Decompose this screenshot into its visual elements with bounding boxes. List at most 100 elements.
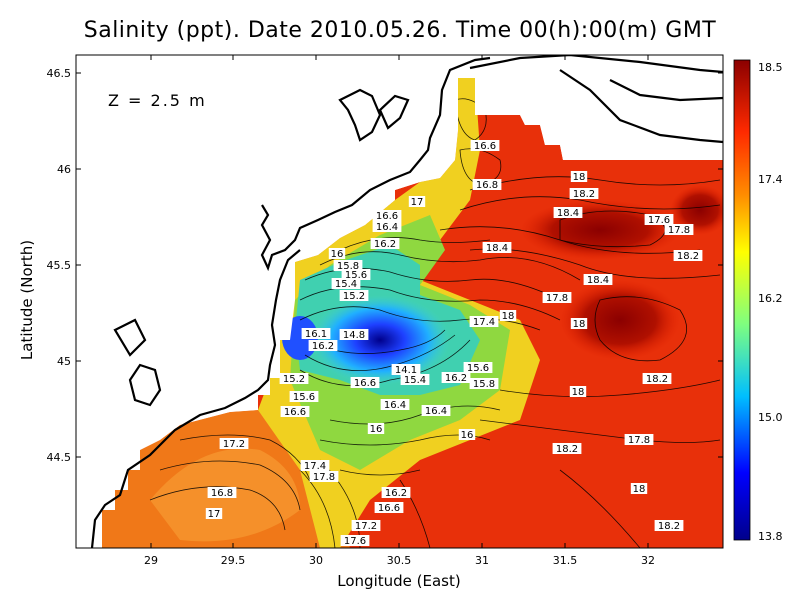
y-tick-label: 46 [57, 163, 71, 176]
contour-value-label: 16.8 [472, 179, 502, 191]
contour-value-label: 15.6 [463, 362, 493, 374]
contour-value-label: 18.2 [552, 443, 582, 455]
colorbar-tick-label: 13.8 [758, 530, 783, 543]
contour-value-label: 18.2 [673, 250, 703, 262]
svg-text:15.8: 15.8 [473, 379, 495, 390]
contour-value-label: 17.8 [624, 434, 654, 446]
x-tick-label: 30 [309, 554, 323, 567]
contour-value-label: 18.2 [569, 188, 599, 200]
svg-text:15.2: 15.2 [283, 374, 305, 385]
contour-value-label: 17 [408, 196, 426, 208]
contour-value-label: 16.6 [350, 377, 380, 389]
contour-value-label: 17.8 [664, 224, 694, 236]
contour-value-label: 16.4 [380, 399, 410, 411]
contour-value-label: 14.8 [339, 329, 369, 341]
svg-text:16.4: 16.4 [384, 400, 406, 411]
svg-text:16.2: 16.2 [445, 373, 467, 384]
contour-value-label: 16 [367, 423, 385, 435]
contour-value-label: 16.2 [370, 238, 400, 250]
contour-value-label: 15.4 [331, 278, 361, 290]
svg-text:18: 18 [572, 387, 585, 398]
contour-value-label: 16.6 [280, 406, 310, 418]
svg-text:15.6: 15.6 [345, 270, 367, 281]
svg-text:15.4: 15.4 [404, 375, 426, 386]
contour-value-label: 18.2 [654, 520, 684, 532]
svg-text:16.6: 16.6 [354, 378, 376, 389]
svg-text:16.6: 16.6 [474, 141, 496, 152]
colorbar [733, 59, 751, 541]
svg-text:14.1: 14.1 [395, 365, 417, 376]
svg-text:15.8: 15.8 [337, 261, 359, 272]
x-tick-label: 32 [641, 554, 655, 567]
salinity-field [76, 55, 723, 548]
svg-text:16: 16 [461, 430, 474, 441]
contour-value-label: 17.2 [219, 438, 249, 450]
svg-text:17.8: 17.8 [668, 225, 690, 236]
svg-text:16.6: 16.6 [376, 211, 398, 222]
svg-text:18.4: 18.4 [587, 275, 609, 286]
contour-value-label: 16 [328, 248, 346, 260]
svg-text:17.4: 17.4 [473, 317, 495, 328]
contour-value-label: 16.8 [207, 487, 237, 499]
svg-text:15.2: 15.2 [343, 291, 365, 302]
contour-value-label: 18.4 [583, 274, 613, 286]
contour-value-label: 15.2 [339, 290, 369, 302]
contour-value-label: 15.8 [469, 378, 499, 390]
contour-value-label: 15.6 [341, 269, 371, 281]
land-area [76, 55, 723, 548]
contour-value-label: 16.4 [421, 405, 451, 417]
contour-value-label: 16.2 [308, 340, 338, 352]
contour-value-label: 18 [630, 483, 648, 495]
contour-value-label: 18.2 [642, 373, 672, 385]
x-tick-label: 29 [144, 554, 158, 567]
svg-text:17.6: 17.6 [648, 215, 670, 226]
svg-text:18: 18 [502, 311, 515, 322]
svg-text:17.8: 17.8 [546, 293, 568, 304]
contour-value-label: 14.1 [391, 364, 421, 376]
y-tick-label: 45 [57, 355, 71, 368]
svg-text:18: 18 [573, 319, 586, 330]
y-tick-label: 44.5 [47, 451, 72, 464]
svg-text:18: 18 [633, 484, 646, 495]
svg-text:18.2: 18.2 [573, 189, 595, 200]
svg-text:18.2: 18.2 [646, 374, 668, 385]
colorbar-tick-label: 17.4 [758, 173, 783, 186]
contour-labels: 16.616.81716.616.416.21615.815.615.415.2… [205, 140, 703, 547]
svg-text:16.8: 16.8 [211, 488, 233, 499]
depth-label: Z = 2.5 m [108, 91, 207, 110]
x-tick-label: 31.5 [553, 554, 578, 567]
svg-text:18.4: 18.4 [486, 243, 508, 254]
svg-text:17.8: 17.8 [313, 472, 335, 483]
contour-value-label: 16.6 [372, 210, 402, 222]
svg-text:15.4: 15.4 [335, 279, 357, 290]
contour-value-label: 17.6 [644, 214, 674, 226]
contour-value-label: 17 [205, 508, 223, 520]
contour-value-label: 17.4 [300, 460, 330, 472]
svg-text:16.4: 16.4 [425, 406, 447, 417]
contour-value-label: 18.4 [553, 207, 583, 219]
contour-value-label: 16.4 [372, 221, 402, 233]
svg-text:16: 16 [331, 249, 344, 260]
contour-value-label: 17.6 [340, 535, 370, 547]
x-tick-label: 30.5 [387, 554, 412, 567]
contour-value-label: 16.6 [374, 502, 404, 514]
svg-text:16.2: 16.2 [312, 341, 334, 352]
contour-value-label: 16.2 [441, 372, 471, 384]
contour-value-label: 16 [458, 429, 476, 441]
y-tick-label: 46.5 [47, 67, 72, 80]
svg-text:16.6: 16.6 [284, 407, 306, 418]
svg-text:17.8: 17.8 [628, 435, 650, 446]
contour-value-label: 17.4 [469, 316, 499, 328]
y-axis-label: Latitude (North) [18, 240, 36, 360]
svg-text:16.6: 16.6 [378, 503, 400, 514]
svg-text:16.1: 16.1 [305, 329, 327, 340]
contour-value-label: 18 [499, 310, 517, 322]
svg-text:16.2: 16.2 [374, 239, 396, 250]
svg-text:17.6: 17.6 [344, 536, 366, 547]
contour-value-label: 17.8 [542, 292, 572, 304]
y-tick-label: 45.5 [47, 259, 72, 272]
svg-text:17.4: 17.4 [304, 461, 326, 472]
contour-value-label: 18 [570, 318, 588, 330]
contour-value-label: 15.6 [289, 391, 319, 403]
